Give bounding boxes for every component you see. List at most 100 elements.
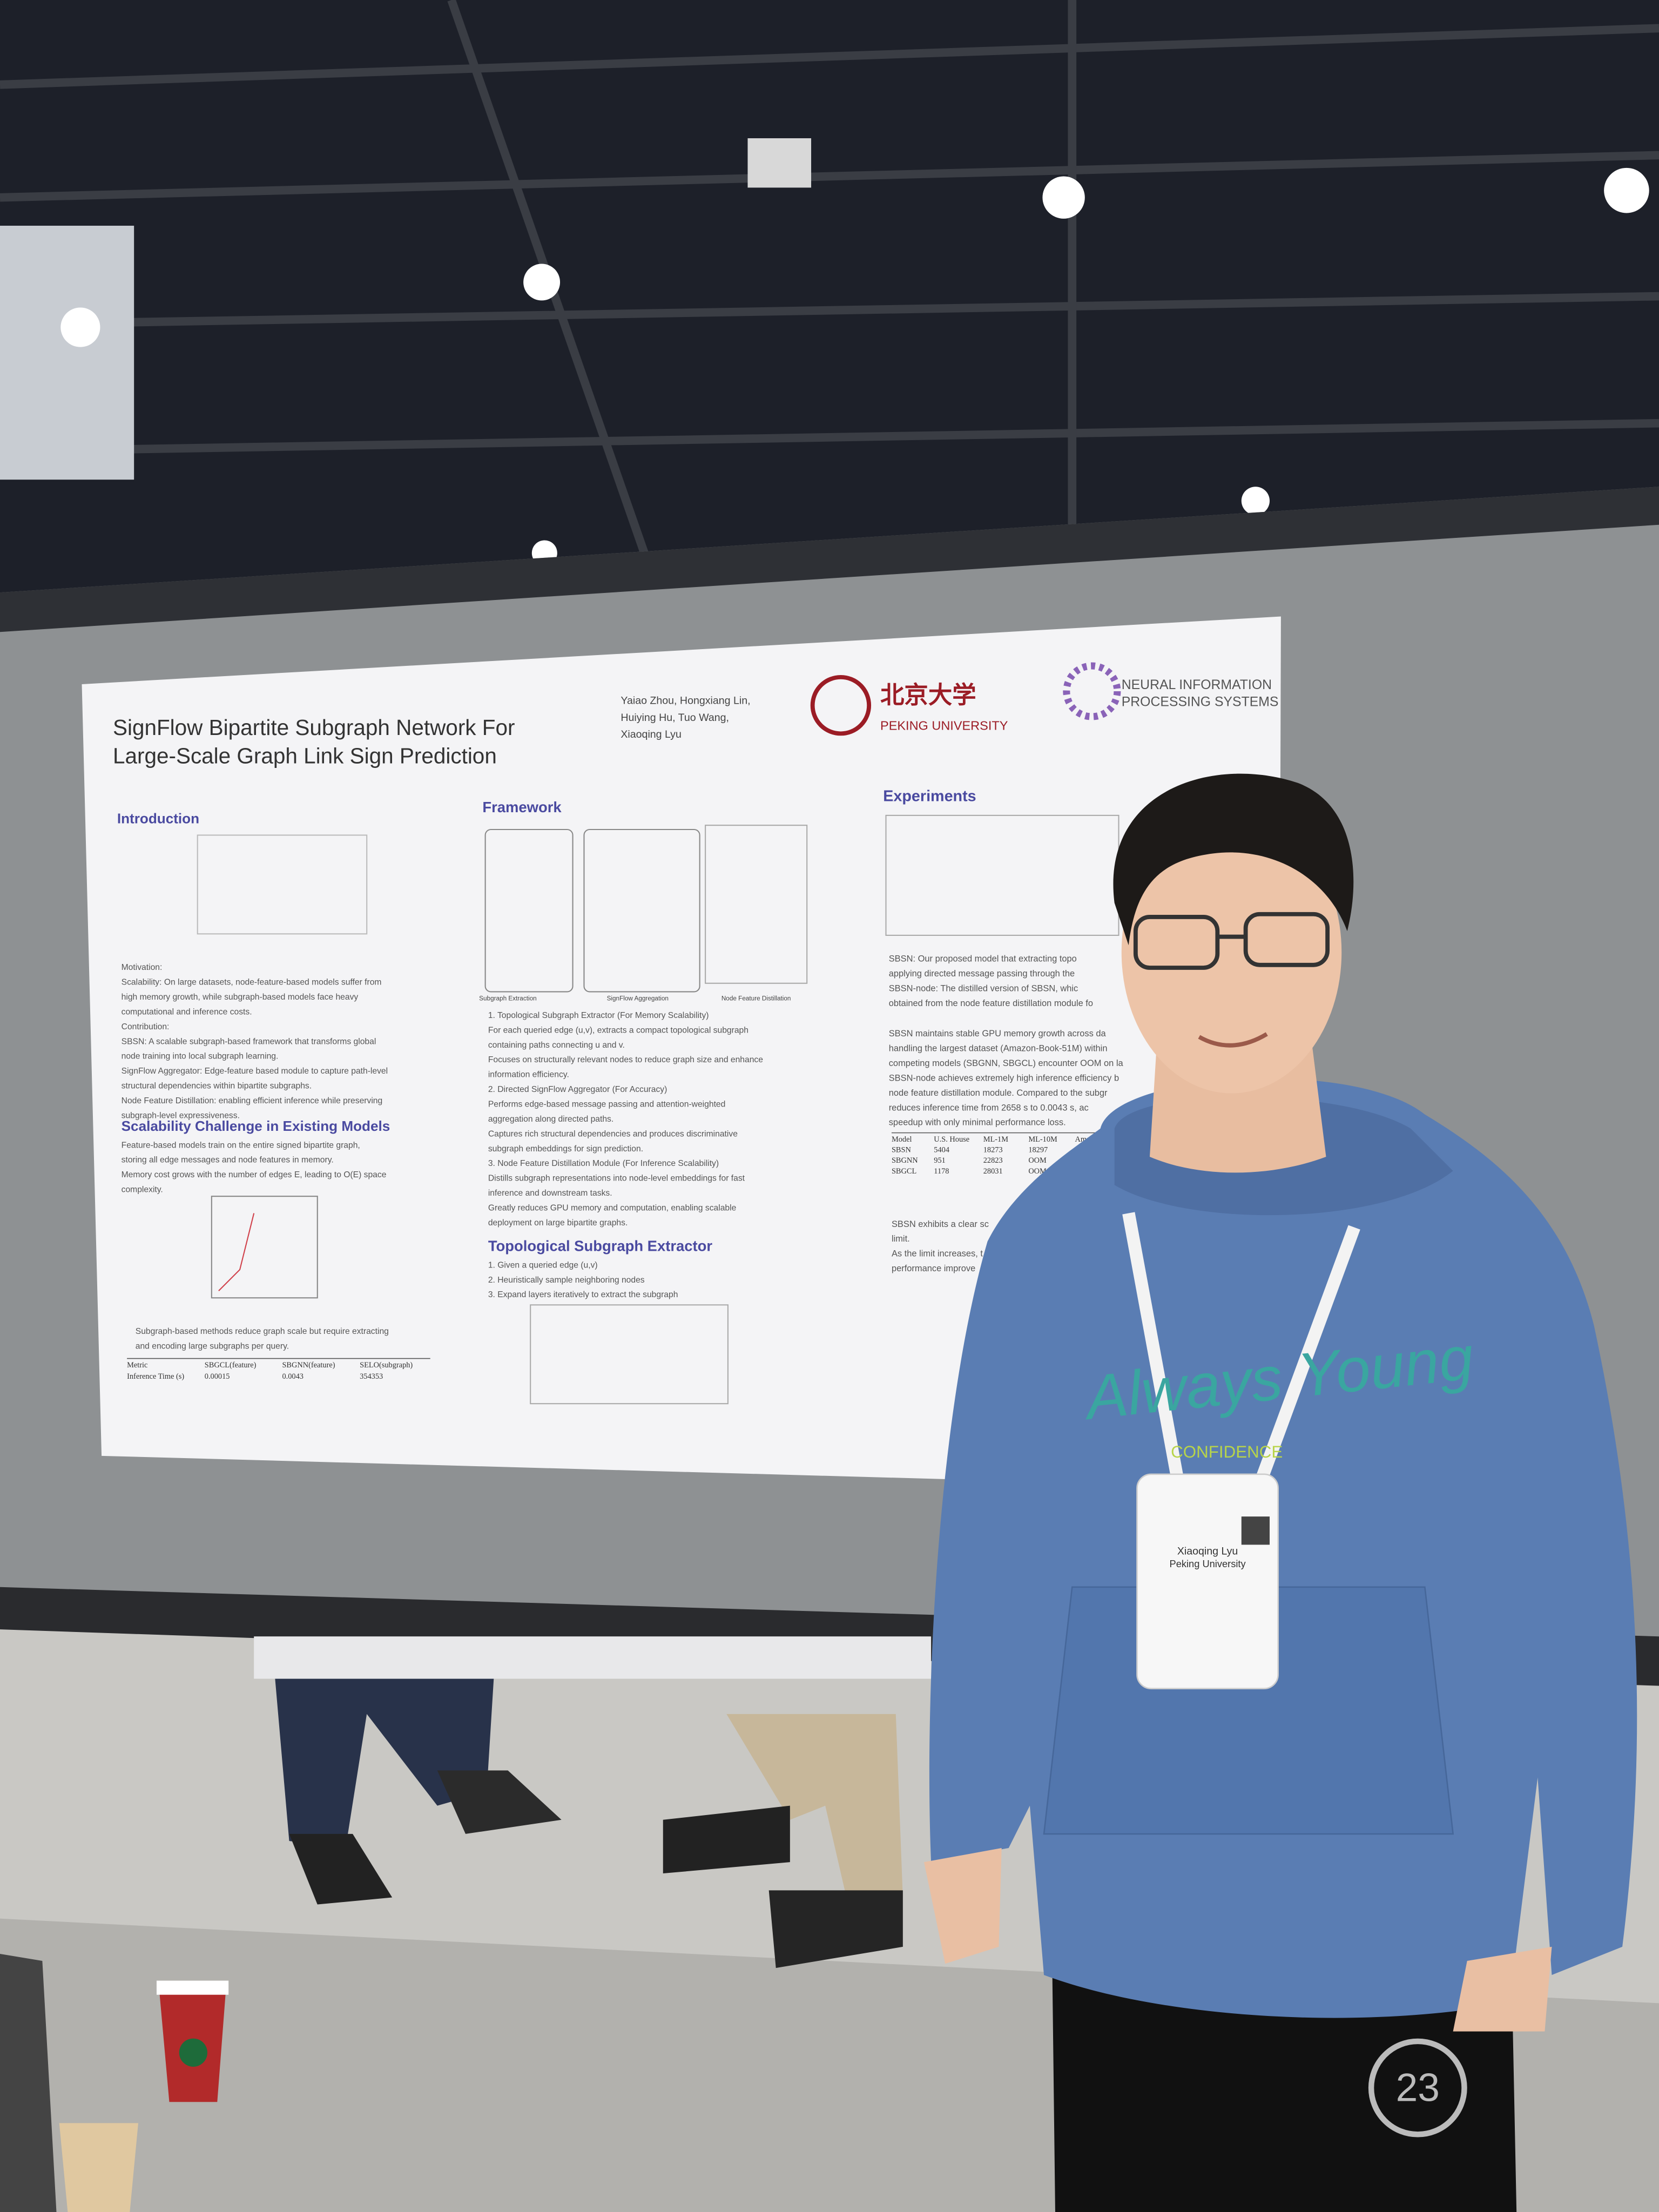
body-text: Node Feature Distillation: enabling effi…	[122, 1096, 383, 1105]
hand	[924, 1848, 1002, 1964]
ceiling-sign	[0, 225, 134, 480]
table-cell: OOM	[1028, 1167, 1047, 1176]
body-text: complexity.	[122, 1185, 163, 1195]
table-cell: 0.00015	[205, 1372, 230, 1381]
body-text: Contribution:	[122, 1022, 170, 1031]
body-text: performance improve	[892, 1264, 975, 1273]
body-text: SBSN-node achieves extremely high infere…	[889, 1073, 1119, 1083]
body-text: and encoding large subgraphs per query.	[136, 1342, 289, 1351]
face	[1121, 811, 1342, 1094]
logo-text: PEKING UNIVERSITY	[880, 719, 1008, 733]
pku-logo	[810, 675, 872, 736]
projector	[747, 138, 812, 188]
table-cell: Inference Time (s)	[127, 1372, 184, 1381]
table-cell: ML-10M	[1028, 1135, 1057, 1144]
table-cell: 354353	[360, 1372, 383, 1381]
body-text: Memory cost grows with the number of edg…	[122, 1170, 387, 1179]
table-cell: 28031	[983, 1167, 1003, 1176]
body-text: SBSN maintains stable GPU memory growth …	[889, 1029, 1107, 1038]
body-text: As the limit increases, t	[892, 1249, 983, 1259]
section-heading: Introduction	[117, 811, 199, 827]
mouth	[1198, 1032, 1268, 1048]
table-cell: 951	[934, 1156, 946, 1165]
badge-name: Xiaoqing Lyu	[1177, 1546, 1238, 1557]
body-text: storing all edge messages and node featu…	[122, 1156, 334, 1165]
body-text: SBSN-node: The distilled version of SBSN…	[889, 984, 1078, 994]
glasses	[1133, 912, 1330, 970]
body-text: Performs edge-based message passing and …	[488, 1100, 726, 1109]
table-cell: U.S. House	[934, 1135, 969, 1144]
table-cell: SBSN	[892, 1146, 912, 1155]
body-text: node training into local subgraph learni…	[122, 1052, 279, 1061]
body-text: computational and inference costs.	[122, 1007, 252, 1016]
table-cell: 18273	[983, 1146, 1003, 1155]
badge-affiliation: Peking University	[1170, 1558, 1246, 1569]
table-cell: OOM	[1028, 1156, 1047, 1165]
body-text: SBSN: Our proposed model that extracting…	[889, 954, 1077, 964]
body-text: For each queried edge (u,v), extracts a …	[488, 1026, 748, 1035]
table-cell: 18297	[1028, 1146, 1048, 1155]
poster-authors: Yaiao Zhou, Hongxiang Lin,	[621, 694, 750, 706]
ceiling-lights	[60, 167, 1649, 566]
bag	[0, 1953, 57, 2212]
body-text: 2. Heuristically sample neighboring node…	[488, 1276, 645, 1285]
body-text: Captures rich structural dependencies an…	[488, 1129, 738, 1138]
table-cell: ML-1M	[983, 1135, 1009, 1144]
body-text: aggregation along directed paths.	[488, 1115, 613, 1124]
body-text: obtained from the node feature distillat…	[889, 999, 1093, 1008]
logo-text: PROCESSING SYSTEMS	[1122, 694, 1279, 709]
body-text: 1. Given a queried edge (u,v)	[488, 1260, 598, 1270]
lanyard	[1122, 1212, 1360, 1498]
body-text: Focuses on structurally relevant nodes t…	[488, 1055, 763, 1064]
table-cell: 5404	[934, 1146, 949, 1155]
hoodie-tagline: CONFIDENCE	[1171, 1442, 1283, 1461]
table-cell: 22823	[983, 1156, 1003, 1165]
body-text: high memory growth, while subgraph-based…	[122, 993, 359, 1002]
hand	[1453, 1946, 1552, 2032]
body-text: Subgraph-based methods reduce graph scal…	[136, 1327, 389, 1336]
pants-logo	[1368, 2038, 1467, 2137]
visitor-legs	[275, 1678, 903, 1968]
body-text: Greatly reduces GPU memory and computati…	[488, 1204, 737, 1213]
board-frame	[0, 487, 1659, 632]
body-text: subgraph embeddings for sign prediction.	[488, 1144, 643, 1154]
body-text: Feature-based models train on the entire…	[122, 1141, 360, 1150]
table-cell: Model	[892, 1135, 912, 1144]
body-text: 3. Expand layers iteratively to extract …	[488, 1290, 678, 1299]
body-text: subgraph-level expressiveness.	[122, 1111, 240, 1120]
pants-number: 23	[1396, 2066, 1440, 2110]
figure-caption: Subgraph Extraction	[479, 995, 536, 1002]
figure-caption: Node Feature Distillation	[721, 995, 791, 1002]
hair	[1113, 773, 1354, 946]
body-text: SignFlow Aggregator: Edge-feature based …	[122, 1067, 388, 1076]
person: Always Young CONFIDENCE Xiaoqing Lyu Pek…	[924, 773, 1637, 2212]
body-text: limit.	[892, 1234, 910, 1244]
table-cell: Metric	[127, 1361, 147, 1370]
ceiling-beams	[0, 0, 1659, 608]
body-text: node feature distillation module. Compar…	[889, 1088, 1108, 1098]
body-text: 1. Topological Subgraph Extractor (For M…	[488, 1011, 709, 1020]
table-cell: SBGCL	[892, 1167, 916, 1176]
poster-content: SignFlow Bipartite Subgraph Network For …	[113, 662, 1279, 1405]
body-text: 2. Directed SignFlow Aggregator (For Acc…	[488, 1085, 667, 1094]
table-cell: SBGCL(feature)	[205, 1361, 257, 1370]
poster-figures	[197, 814, 1120, 1405]
badge	[1136, 1473, 1279, 1690]
poster-title: Large-Scale Graph Link Sign Prediction	[113, 743, 497, 768]
body-text: 3. Node Feature Distillation Module (For…	[488, 1159, 719, 1168]
section-heading: Framework	[482, 799, 562, 815]
body-text: structural dependencies within bipartite…	[122, 1082, 312, 1091]
figure-caption: SignFlow Aggregation	[607, 995, 669, 1002]
body-text: applying directed message passing throug…	[889, 969, 1075, 979]
poster-authors: Xiaoqing Lyu	[621, 729, 681, 740]
poster-title: SignFlow Bipartite Subgraph Network For	[113, 715, 515, 740]
banner	[254, 1636, 932, 1679]
body-text: deployment on large bipartite graphs.	[488, 1218, 628, 1228]
body-text: handling the largest dataset (Amazon-Boo…	[889, 1044, 1108, 1054]
body-text: Distills subgraph representations into n…	[488, 1174, 745, 1183]
body-text: reduces inference time from 2658 s to 0.…	[889, 1103, 1089, 1112]
section-heading: Topological Subgraph Extractor	[488, 1237, 713, 1254]
logo-text: 北京大学	[880, 682, 976, 709]
table-cell: 1178	[934, 1167, 949, 1176]
